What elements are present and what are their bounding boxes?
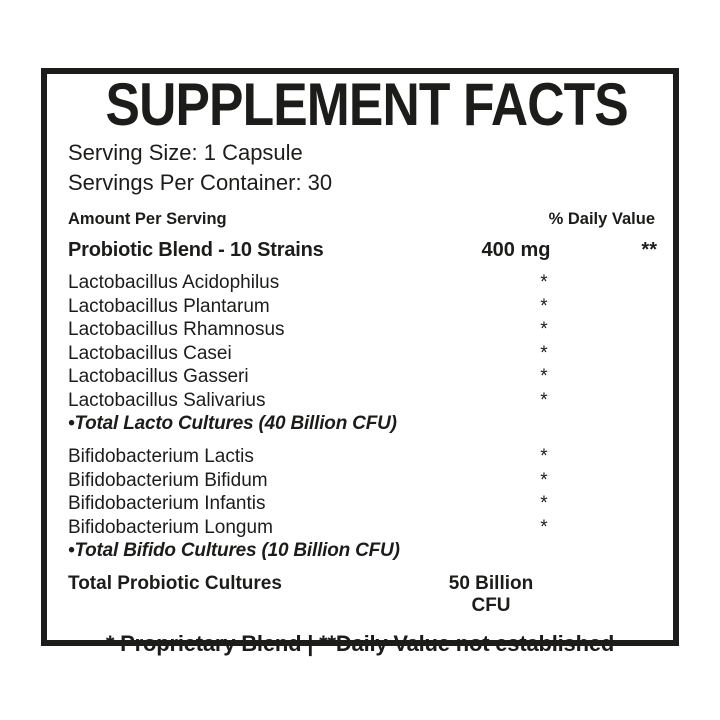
ingredient-name: Lactobacillus Plantarum [68, 295, 270, 317]
ingredient-row: Bifidobacterium Bifidum * [63, 469, 657, 493]
ingredient-name: Lactobacillus Casei [68, 342, 232, 364]
amount-per-serving-header: Amount Per Serving [68, 210, 227, 228]
blend-amount: 400 mg [481, 239, 551, 261]
ingredient-amount: * [540, 446, 548, 467]
supplement-facts-panel: SUPPLEMENT FACTS Serving Size: 1 Capsule… [41, 68, 679, 656]
ingredient-amount: * [540, 366, 548, 387]
ingredient-amount: * [540, 389, 548, 411]
ingredient-name: Bifidobacterium Infantis [68, 493, 266, 514]
ingredient-amount: * [540, 272, 548, 293]
ingredient-amount: * [540, 342, 548, 364]
ingredient-amount: * [540, 319, 548, 340]
ingredient-name: Lactobacillus Rhamnosus [68, 319, 285, 340]
column-header-row: Amount Per Serving % Daily Value [63, 205, 657, 233]
ingredient-row: Bifidobacterium Infantis * [63, 492, 657, 516]
bifido-section: Bifidobacterium Lactis * Bifidobacterium… [63, 442, 657, 566]
serving-size: Serving Size: 1 Capsule [68, 140, 303, 165]
lacto-section: Lactobacillus Acidophilus * Lactobacillu… [63, 268, 657, 439]
ingredient-row: Lactobacillus Acidophilus * [63, 271, 657, 295]
blend-name: Probiotic Blend - 10 Strains [68, 239, 324, 261]
total-probiotic-name: Total Probiotic Cultures [68, 573, 282, 594]
ingredient-row: Bifidobacterium Lactis * [63, 445, 657, 469]
ingredient-row: Bifidobacterium Longum * [63, 516, 657, 540]
blend-daily-value: ** [641, 239, 657, 261]
percent-daily-value-header: % Daily Value [548, 210, 655, 228]
serving-info: Serving Size: 1 Capsule Servings Per Con… [63, 138, 657, 198]
panel-title-wrap: SUPPLEMENT FACTS [63, 74, 657, 136]
ingredient-amount: * [540, 493, 548, 514]
ingredient-row: Lactobacillus Plantarum * [63, 295, 657, 319]
ingredient-row: Lactobacillus Casei * [63, 342, 657, 366]
ingredient-row: Lactobacillus Gasseri * [63, 365, 657, 389]
ingredient-name: Bifidobacterium Lactis [68, 446, 254, 467]
total-lacto-cultures: •Total Lacto Cultures (40 Billion CFU) [68, 413, 397, 434]
total-probiotic-amount: 50 Billion CFU [448, 573, 534, 616]
panel-title: SUPPLEMENT FACTS [105, 71, 629, 138]
footnote: * Proprietary Blend | **Daily Value not … [105, 631, 615, 656]
ingredient-amount: * [540, 516, 548, 538]
ingredient-amount: * [540, 295, 548, 317]
ingredient-name: Lactobacillus Acidophilus [68, 272, 280, 293]
ingredient-name: Lactobacillus Salivarius [68, 389, 266, 411]
ingredient-name: Lactobacillus Gasseri [68, 366, 249, 387]
ingredient-row: Lactobacillus Salivarius * [63, 389, 657, 413]
ingredient-name: Bifidobacterium Bifidum [68, 469, 268, 491]
servings-per-container: Servings Per Container: 30 [68, 170, 333, 195]
ingredient-row: Lactobacillus Rhamnosus * [63, 318, 657, 342]
probiotic-blend-row: Probiotic Blend - 10 Strains 400 mg ** [63, 233, 657, 268]
ingredient-amount: * [540, 469, 548, 491]
total-probiotic-row: Total Probiotic Cultures 50 Billion CFU [63, 566, 657, 623]
ingredient-name: Bifidobacterium Longum [68, 516, 273, 538]
total-bifido-cultures: •Total Bifido Cultures (10 Billion CFU) [68, 540, 400, 561]
